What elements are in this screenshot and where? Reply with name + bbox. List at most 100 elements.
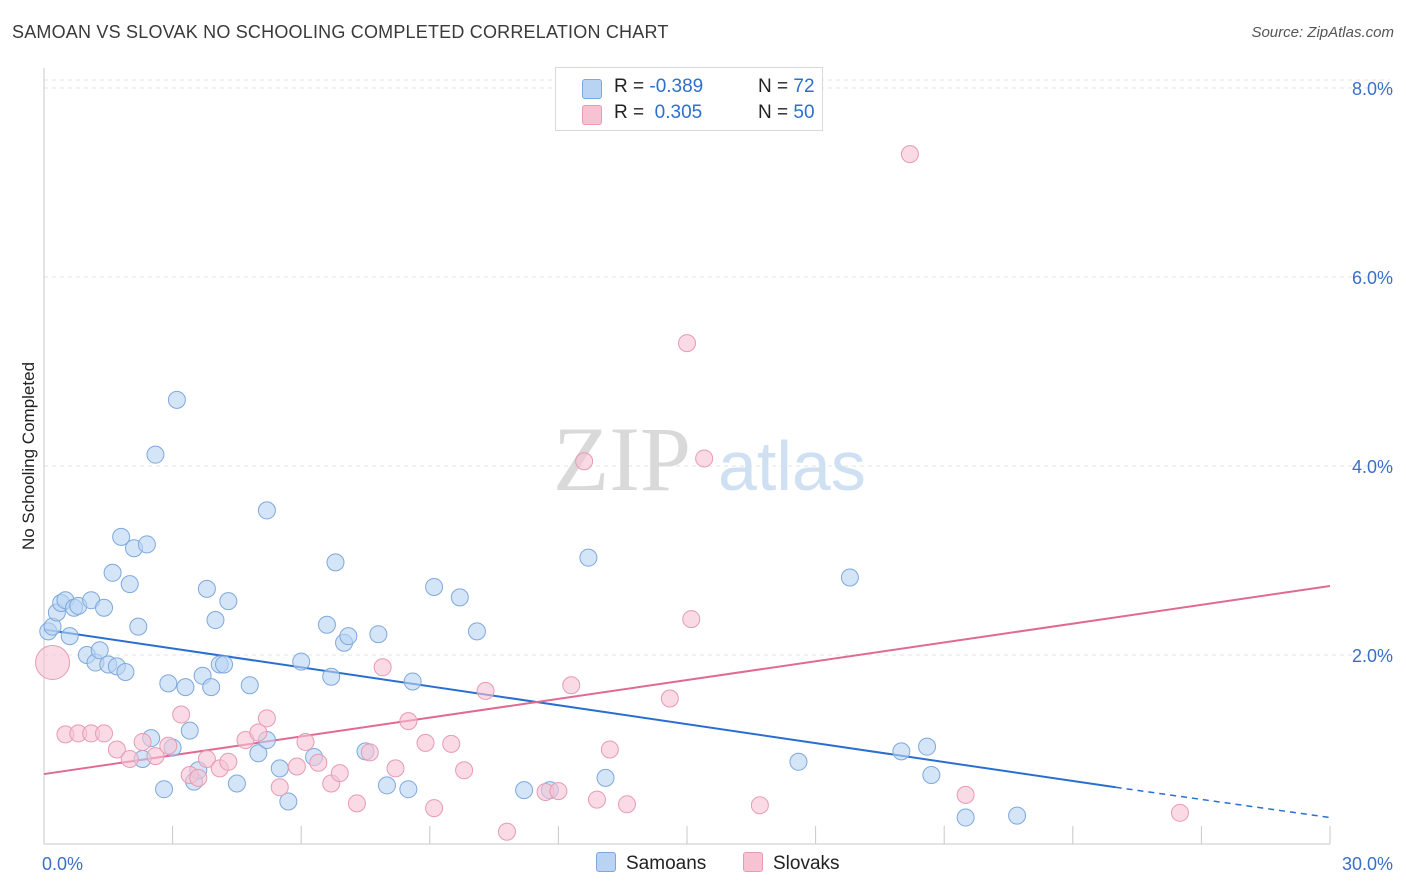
samoan-point bbox=[60, 627, 79, 646]
slovak-point bbox=[562, 676, 581, 695]
slovak-point bbox=[1170, 803, 1189, 822]
samoans-swatch bbox=[582, 79, 602, 99]
legend-r-label: R = bbox=[614, 102, 650, 123]
slovak-point bbox=[416, 733, 435, 752]
slovak-point bbox=[120, 749, 139, 768]
legend-r-value: -0.389 bbox=[649, 76, 704, 97]
legend-n-label: N = bbox=[758, 102, 794, 123]
samoan-point bbox=[129, 617, 148, 636]
slovak-point bbox=[107, 740, 126, 759]
samoan-point bbox=[377, 776, 396, 795]
samoan-point bbox=[257, 501, 276, 520]
slovak-point bbox=[189, 768, 208, 787]
samoan-point bbox=[292, 652, 311, 671]
legend-r-slovaks: R = 0.305 bbox=[614, 102, 702, 124]
x-tick-label: 30.0% bbox=[1342, 854, 1393, 874]
slovak-point bbox=[373, 658, 392, 677]
slovak-point bbox=[172, 705, 191, 724]
legend-n-label: N = bbox=[758, 76, 794, 97]
legend-r-label: R = bbox=[614, 76, 650, 97]
slovak-point bbox=[587, 790, 606, 809]
slovak-point bbox=[270, 778, 289, 797]
samoan-point bbox=[515, 781, 534, 800]
slovak-point bbox=[455, 761, 474, 780]
samoan-point bbox=[326, 553, 345, 572]
samoans-trend-dashed bbox=[1115, 786, 1331, 819]
watermark-zip: ZIP bbox=[553, 408, 691, 510]
slovak-point bbox=[678, 334, 696, 353]
samoan-point bbox=[918, 737, 937, 756]
slovak-point bbox=[900, 145, 919, 164]
slovak-point bbox=[257, 709, 276, 728]
source-credit: Source: ZipAtlas.com bbox=[1251, 24, 1394, 41]
bottom-legend-samoans: Samoans bbox=[596, 852, 706, 876]
samoan-point bbox=[227, 774, 246, 793]
slovak-point bbox=[549, 782, 568, 801]
samoan-point bbox=[197, 579, 216, 598]
samoan-point bbox=[403, 672, 422, 691]
samoans-points bbox=[39, 390, 1027, 827]
slovak-point bbox=[695, 449, 714, 468]
samoan-point bbox=[922, 766, 941, 785]
samoan-point bbox=[95, 598, 114, 617]
slovak-point bbox=[617, 795, 636, 814]
samoan-point bbox=[137, 535, 156, 554]
slovak-point bbox=[133, 732, 152, 751]
legend-r-samoans: R = -0.389 bbox=[614, 76, 703, 98]
y-tick-label: 6.0% bbox=[1352, 268, 1393, 288]
slovak-point bbox=[750, 796, 769, 815]
samoan-point bbox=[579, 548, 598, 567]
y-tick-label: 2.0% bbox=[1352, 646, 1393, 666]
slovak-point bbox=[497, 822, 516, 841]
x-tick-labels: 0.0% 30.0% bbox=[42, 854, 1393, 874]
y-tick-labels: 2.0% 4.0% 6.0% 8.0% bbox=[1352, 79, 1393, 666]
samoan-point bbox=[322, 667, 341, 686]
slovak-point bbox=[399, 712, 418, 731]
samoan-point bbox=[425, 577, 444, 596]
y-tick-label: 8.0% bbox=[1352, 79, 1393, 99]
slovak-point bbox=[442, 734, 461, 753]
legend-n-value: 72 bbox=[793, 76, 815, 97]
slovak-point bbox=[575, 452, 594, 471]
samoan-point bbox=[249, 744, 268, 763]
samoan-point bbox=[176, 678, 195, 697]
slovak-point bbox=[600, 740, 619, 759]
y-axis-label: No Schooling Completed bbox=[19, 362, 38, 550]
samoan-point bbox=[450, 588, 469, 607]
samoan-point bbox=[596, 768, 615, 787]
slovak-point bbox=[146, 747, 165, 766]
samoan-point bbox=[467, 622, 486, 641]
samoan-point bbox=[399, 780, 418, 799]
legend-n-value: 50 bbox=[793, 102, 815, 123]
slovak-point bbox=[249, 723, 268, 742]
correlation-legend: R = -0.389 N = 72 R = 0.305 N = 50 bbox=[555, 67, 823, 131]
slovak-point bbox=[386, 759, 405, 778]
samoan-point bbox=[90, 641, 109, 660]
slovaks-legend-swatch bbox=[743, 852, 763, 872]
samoan-point bbox=[116, 663, 135, 682]
samoan-point bbox=[146, 445, 165, 464]
samoan-point bbox=[339, 627, 358, 646]
samoan-point bbox=[159, 674, 178, 693]
slovak-point bbox=[197, 749, 216, 768]
samoan-point bbox=[202, 678, 221, 697]
bottom-legend-slovaks: Slovaks bbox=[743, 852, 840, 876]
samoan-point bbox=[789, 752, 808, 771]
legend-n-slovaks: N = 50 bbox=[758, 102, 815, 124]
samoan-point bbox=[103, 563, 122, 582]
slovak-point bbox=[159, 736, 178, 755]
gridlines bbox=[44, 79, 1390, 656]
slovak-point bbox=[682, 610, 701, 629]
samoan-point bbox=[317, 615, 336, 634]
axes bbox=[43, 68, 1331, 845]
samoan-point bbox=[215, 655, 234, 674]
watermark-atlas: atlas bbox=[718, 427, 866, 505]
slovaks-swatch bbox=[582, 105, 602, 125]
slovak-point bbox=[956, 785, 975, 804]
slovak-point bbox=[35, 645, 71, 681]
samoan-point bbox=[206, 611, 225, 630]
samoan-point bbox=[240, 676, 259, 695]
samoan-point bbox=[155, 780, 174, 799]
samoans-legend-label: Samoans bbox=[626, 853, 707, 874]
